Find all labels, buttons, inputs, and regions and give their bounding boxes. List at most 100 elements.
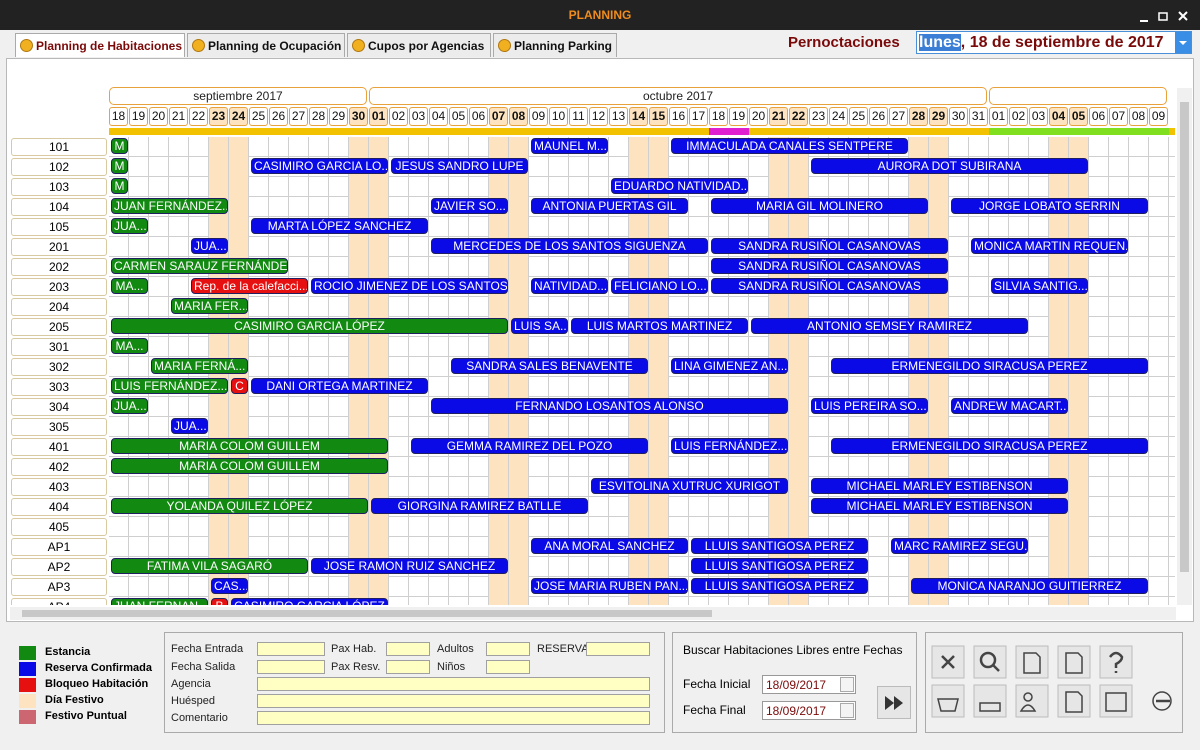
field-input[interactable] (257, 677, 650, 691)
window-controls[interactable] (1130, 8, 1196, 24)
booking-bar[interactable]: MA... (111, 338, 148, 354)
legend-swatch (19, 710, 36, 724)
booking-bar[interactable]: JORGE LOBATO SERRIN (951, 198, 1148, 214)
field-input[interactable] (257, 711, 650, 725)
booking-bar[interactable]: NATIVIDAD... (531, 278, 608, 294)
tab[interactable]: Planning de Ocupación (187, 33, 345, 57)
booking-bar[interactable]: YOLANDA QUILEZ LÓPEZ (111, 498, 368, 514)
booking-bar[interactable]: GIORGINA RAMIREZ BATLLE (371, 498, 588, 514)
booking-bar[interactable]: AURORA DOT SUBIRANA (811, 158, 1088, 174)
day-cell: 01 (989, 107, 1008, 126)
booking-bar[interactable]: B (211, 598, 228, 605)
date-combo[interactable]: 18/09/2017 (762, 701, 856, 720)
booking-bar[interactable]: ANTONIA PUERTAS GIL (531, 198, 688, 214)
booking-bar[interactable]: DANI ORTEGA MARTINEZ (251, 378, 428, 394)
field-input[interactable] (486, 660, 530, 674)
booking-bar[interactable]: JESUS SANDRO LUPE (391, 158, 528, 174)
booking-bar[interactable]: JUAN FERNAN... (111, 598, 208, 605)
booking-bar[interactable]: CAS... (211, 578, 248, 594)
booking-bar[interactable]: MICHAEL MARLEY ESTIBENSON (811, 498, 1068, 514)
booking-bar[interactable]: JUA... (191, 238, 228, 254)
booking-bar[interactable]: MARTA LÓPEZ SANCHEZ (251, 218, 428, 234)
date-dropdown[interactable] (1175, 32, 1191, 53)
booking-bar[interactable]: JOSE RAMON RUIZ SANCHEZ (311, 558, 508, 574)
booking-bar[interactable]: JUA... (111, 398, 148, 414)
booking-bar[interactable]: LUIS FERNÁNDEZ... (111, 378, 228, 394)
field-input[interactable] (257, 694, 650, 708)
booking-bar[interactable]: MARIA COLOM GUILLEM (111, 458, 388, 474)
booking-bar[interactable]: MICHAEL MARLEY ESTIBENSON (811, 478, 1068, 494)
booking-bar[interactable]: CASIMIRO GARCIA LÓPEZ (231, 598, 388, 605)
booking-bar[interactable]: CARMEN SARAUZ FERNÁNDEZ (111, 258, 288, 274)
booking-bar[interactable]: ANDREW MACART... (951, 398, 1068, 414)
booking-bar[interactable]: MARC RAMIREZ SEGU... (891, 538, 1028, 554)
room-label: 301 (11, 338, 107, 356)
booking-bar[interactable]: JUA... (111, 218, 148, 234)
field-input[interactable] (257, 660, 325, 674)
booking-bar[interactable]: ANA MORAL SANCHEZ (531, 538, 688, 554)
tab[interactable]: Planning Parking (493, 33, 617, 57)
field-input[interactable] (486, 642, 530, 656)
booking-bar[interactable]: MARIA FERNÁ... (151, 358, 248, 374)
field-input[interactable] (257, 642, 325, 656)
booking-bar[interactable]: M (111, 178, 128, 194)
booking-bar[interactable]: JUA... (171, 418, 208, 434)
booking-bar[interactable]: MONICA NARANJO GUITIERREZ (911, 578, 1148, 594)
booking-bar[interactable]: LLUIS SANTIGOSA PEREZ (691, 558, 868, 574)
booking-bar[interactable]: M (111, 158, 128, 174)
booking-bar[interactable]: CASIMIRO GARCIA LO... (251, 158, 388, 174)
toolbar-icons[interactable] (926, 633, 1182, 732)
booking-bar[interactable]: LUIS MARTOS MARTINEZ (571, 318, 748, 334)
booking-bar[interactable]: SANDRA SALES BENAVENTE (451, 358, 648, 374)
field-input[interactable] (586, 642, 650, 656)
booking-bar[interactable]: M (111, 138, 128, 154)
booking-bar[interactable]: JUAN FERNÁNDEZ... (111, 198, 228, 214)
search-title: Buscar Habitaciones Libres entre Fechas (683, 643, 902, 657)
date-picker[interactable]: lunes, 18 de septiembre de 2017 (916, 31, 1192, 54)
booking-bar[interactable]: Rep. de la calefacci... (191, 278, 308, 294)
booking-bar[interactable]: SILVIA SANTIG... (991, 278, 1088, 294)
booking-bar[interactable]: CASIMIRO GARCIA LÓPEZ (111, 318, 508, 334)
tab[interactable]: Cupos por Agencias (347, 33, 491, 57)
booking-bar[interactable]: C (231, 378, 248, 394)
booking-bar[interactable]: SANDRA RUSIÑOL CASANOVAS (711, 238, 948, 254)
date-combo[interactable]: 18/09/2017 (762, 675, 856, 694)
booking-bar[interactable]: LUIS SA... (511, 318, 568, 334)
booking-bar[interactable]: MARIA COLOM GUILLEM (111, 438, 388, 454)
booking-bar[interactable]: JOSE MARIA RUBEN PAN... (531, 578, 688, 594)
booking-bar[interactable]: FELICIANO LO... (611, 278, 708, 294)
booking-bar[interactable]: EDUARDO NATIVIDAD... (611, 178, 748, 194)
vertical-scrollbar[interactable] (1177, 88, 1192, 605)
field-input[interactable] (386, 660, 430, 674)
booking-bar[interactable]: JAVIER SO... (431, 198, 508, 214)
planning-grid[interactable]: M MAUNEL M... IMMACULADA CANALES SENTPERE M… (109, 137, 1175, 605)
field-input[interactable] (386, 642, 430, 656)
booking-bar[interactable]: MAUNEL M... (531, 138, 608, 154)
booking-bar[interactable]: LUIS FERNÁNDEZ... (671, 438, 788, 454)
booking-bar[interactable]: MERCEDES DE LOS SANTOS SIGUENZA (431, 238, 708, 254)
booking-bar[interactable]: MARIA GIL MOLINERO (711, 198, 928, 214)
booking-bar[interactable]: FATIMA VILA SAGARÓ (111, 558, 308, 574)
search-button[interactable] (877, 686, 911, 719)
booking-bar[interactable]: ROCIO JIMENEZ DE LOS SANTOS (311, 278, 508, 294)
booking-bar[interactable]: SANDRA RUSIÑOL CASANOVAS (711, 278, 948, 294)
booking-bar[interactable]: SANDRA RUSIÑOL CASANOVAS (711, 258, 948, 274)
booking-bar[interactable]: ESVITOLINA XUTRUC XURIGOT (591, 478, 788, 494)
date-combo-arrow[interactable] (840, 703, 854, 718)
booking-bar[interactable]: MONICA MARTIN REQUEN... (971, 238, 1128, 254)
date-combo-arrow[interactable] (840, 677, 854, 692)
booking-bar[interactable]: MA... (111, 278, 148, 294)
horizontal-scrollbar[interactable] (10, 607, 1176, 620)
booking-bar[interactable]: LINA GIMENEZ AN... (671, 358, 788, 374)
booking-bar[interactable]: LLUIS SANTIGOSA PEREZ (691, 578, 868, 594)
booking-bar[interactable]: ANTONIO SEMSEY RAMIREZ (751, 318, 1028, 334)
booking-bar[interactable]: GEMMA RAMIREZ DEL POZO (411, 438, 648, 454)
booking-bar[interactable]: ERMENEGILDO SIRACUSA PEREZ (831, 358, 1148, 374)
booking-bar[interactable]: LLUIS SANTIGOSA PEREZ (691, 538, 868, 554)
booking-bar[interactable]: FERNANDO LOSANTOS ALONSO (431, 398, 788, 414)
booking-bar[interactable]: ERMENEGILDO SIRACUSA PEREZ (831, 438, 1148, 454)
tab[interactable]: Planning de Habitaciones (15, 33, 185, 57)
booking-bar[interactable]: IMMACULADA CANALES SENTPERE (671, 138, 908, 154)
booking-bar[interactable]: MARIA FER... (171, 298, 248, 314)
booking-bar[interactable]: LUIS PEREIRA SO... (811, 398, 928, 414)
